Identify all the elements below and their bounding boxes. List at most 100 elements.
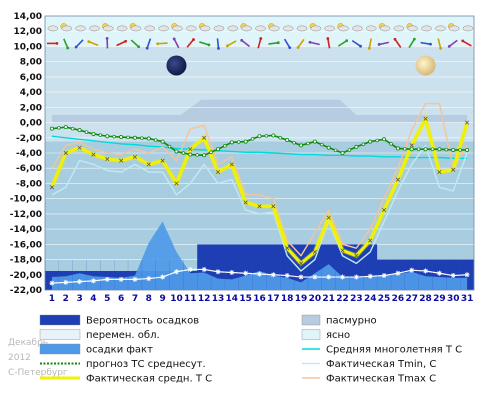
forecast-point [202, 153, 207, 158]
forecast-point [278, 136, 283, 140]
precip-fact-point [312, 274, 318, 280]
y-tick-label: -4,00 [16, 149, 42, 159]
cloud-icon [227, 25, 239, 32]
x-tick-label: 4 [90, 294, 96, 304]
x-tick-label: 24 [364, 294, 377, 304]
y-tick-label: -2,00 [16, 134, 42, 144]
cloud-icon [158, 25, 169, 32]
precip-fact-point [146, 276, 152, 282]
wind-arrow-head [240, 38, 244, 42]
wind-arrow-icon [368, 38, 372, 49]
avg-temp-point [160, 158, 165, 163]
wind-arrow-head [447, 45, 451, 48]
forecast-point [209, 150, 213, 154]
precip-fact-point [173, 269, 179, 275]
avg-temp-point [368, 238, 373, 243]
legend-label-clear: ясно [326, 330, 350, 341]
precip-fact-point [63, 279, 69, 285]
cloud-icon [144, 25, 156, 32]
forecast-point [126, 135, 130, 140]
wind-arrow-head [87, 40, 91, 44]
wind-arrow-icon [420, 41, 431, 45]
y-tick-label: -22,00 [10, 286, 42, 296]
avg-temp-point [464, 120, 470, 125]
precip-fact-point [423, 268, 429, 274]
forecast-point [236, 140, 241, 144]
wind-arrow-head [359, 44, 362, 48]
avg-temp-point [132, 154, 138, 159]
wind-arrow-head [66, 46, 70, 50]
forecast-point [49, 126, 54, 131]
x-tick-label: 26 [392, 294, 405, 304]
y-tick-label: -6,00 [16, 164, 42, 174]
x-tick-label: 25 [378, 294, 391, 304]
y-axis: 14,00 12,00 10,00 8,00 6,00 4,00 2,00 0,00 -2,00… [10, 12, 42, 296]
precip-fact-point [215, 269, 221, 275]
wind-arrow-head [156, 42, 160, 46]
avg-temp-point [395, 177, 400, 182]
legend-label-fact: осадки факт [86, 345, 153, 356]
forecast-point [285, 138, 290, 143]
precip-fact-point [353, 274, 359, 280]
avg-temp-point [423, 116, 428, 121]
x-tick-label: 2 [63, 294, 69, 304]
forecast-point [389, 142, 393, 146]
wind-arrow-head [55, 42, 59, 45]
wind-arrow-icon [394, 38, 402, 48]
cloud-icon [282, 25, 294, 32]
y-tick-label: -20,00 [10, 271, 42, 281]
wind-arrow-head [259, 37, 263, 40]
forecast-point [375, 138, 379, 143]
series-line [51, 135, 468, 160]
legend-label-partly: перемен. обл. [86, 330, 160, 341]
forecast-point [306, 141, 310, 146]
precip-fact-point [257, 271, 262, 277]
precip-fact-point [160, 274, 166, 280]
caption-year: 2012 [8, 353, 31, 363]
cloud-icon [407, 25, 418, 32]
x-tick-label: 15 [239, 294, 252, 304]
wind-arrow-icon [88, 40, 99, 46]
avg-temp-point [77, 145, 82, 150]
wind-arrow-icon [63, 38, 69, 49]
precip-fact-point [326, 274, 332, 280]
wind-arrow-head [308, 40, 312, 44]
x-tick-label: 18 [281, 294, 294, 304]
caption-month: Декабрь [8, 338, 48, 348]
caption-watermark: Декабрь 2012 С-Петербург [8, 338, 68, 378]
y-tick-label: -16,00 [10, 240, 42, 250]
avg-temp-point [91, 152, 96, 157]
avg-temp-point [49, 185, 55, 190]
forecast-point [271, 133, 276, 138]
wind-arrow-head [137, 45, 141, 49]
avg-temp-point [146, 162, 151, 167]
precip-fact-point [104, 276, 110, 282]
forecast-point [326, 145, 331, 150]
wind-arrow-head [393, 37, 397, 41]
forecast-point [77, 128, 82, 133]
legend-label-tmax: Фактическая Tmax С [326, 374, 436, 385]
wind-arrow-head [461, 39, 465, 43]
cloud-icon [421, 25, 432, 32]
x-tick-label: 7 [132, 294, 138, 304]
x-tick-label: 23 [350, 294, 363, 304]
wind-arrow-head [74, 45, 78, 49]
wind-arrow-head [439, 46, 443, 50]
series-line [51, 144, 468, 272]
wind-arrow-head [124, 39, 128, 43]
precip-fact-point [229, 269, 235, 275]
forecast-point [215, 147, 220, 152]
forecast-point [465, 147, 470, 152]
cloud-icon [448, 25, 460, 32]
precip-fact-point [340, 274, 346, 280]
cloud-icon [393, 25, 405, 32]
y-tick-label: -8,00 [16, 179, 42, 189]
wind-arrow-icon [186, 39, 195, 48]
x-tick-label: 16 [253, 294, 266, 304]
x-tick-label: 27 [405, 294, 418, 304]
precip-fact-point [77, 279, 83, 285]
y-tick-label: 14,00 [14, 12, 42, 22]
legend-swatch-clear [301, 329, 321, 340]
precip-fact-point [118, 276, 124, 282]
forecast-point [264, 134, 269, 138]
